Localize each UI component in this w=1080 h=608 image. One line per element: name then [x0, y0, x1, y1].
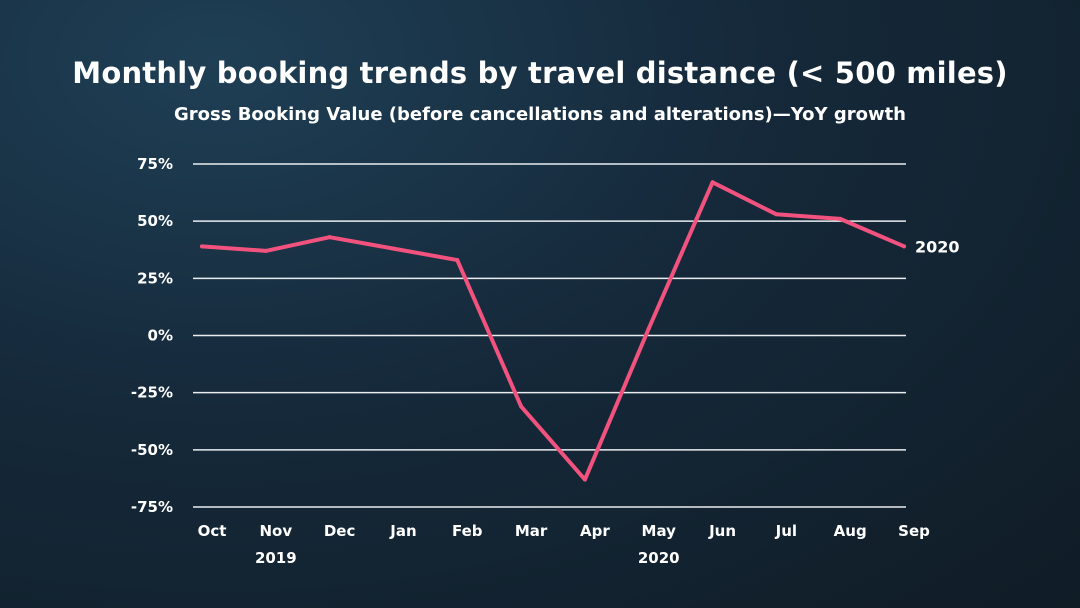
year-label: 2020	[638, 549, 680, 567]
series-line	[200, 180, 906, 482]
year-label: 2019	[255, 549, 297, 567]
chart-title: Monthly booking trends by travel distanc…	[72, 56, 1008, 90]
data-point	[582, 477, 587, 482]
x-tick-label: Jan	[389, 522, 416, 540]
data-point	[774, 212, 779, 217]
y-tick-label: -50%	[131, 441, 173, 459]
data-point	[519, 404, 524, 409]
x-tick-label: Jul	[775, 522, 797, 540]
data-point	[455, 258, 460, 263]
x-tick-label: Mar	[515, 522, 548, 540]
x-tick-label: Oct	[198, 522, 227, 540]
y-tick-label: 75%	[137, 155, 173, 173]
gridlines	[193, 163, 906, 508]
year-labels: 2019 2020	[255, 549, 680, 567]
data-point	[327, 235, 332, 240]
y-axis-ticks: 75% 50% 25% 0% -25% -50% -75%	[131, 155, 173, 516]
x-tick-label: Aug	[834, 522, 867, 540]
x-tick-label: Apr	[580, 522, 610, 540]
x-tick-label: Feb	[452, 522, 483, 540]
series-label: 2020	[915, 237, 960, 256]
data-point	[391, 246, 396, 251]
x-tick-label: Nov	[259, 522, 292, 540]
x-tick-label: May	[642, 522, 677, 540]
x-tick-label: Jun	[708, 522, 736, 540]
x-axis-ticks: Oct Nov Dec Jan Feb Mar Apr May Jun Jul Aug Sep	[198, 522, 931, 540]
data-point	[263, 248, 268, 253]
data-point	[200, 244, 204, 249]
y-tick-label: 25%	[137, 269, 173, 287]
x-tick-label: Dec	[324, 522, 356, 540]
data-point	[646, 326, 651, 331]
series-layer: 2020	[200, 180, 960, 482]
y-tick-label: 50%	[137, 212, 173, 230]
chart-subtitle: Gross Booking Value (before cancellation…	[173, 104, 906, 125]
data-point	[902, 244, 906, 249]
y-tick-label: -25%	[131, 384, 173, 402]
data-point	[838, 216, 843, 221]
x-tick-label: Sep	[898, 522, 930, 540]
y-tick-label: 0%	[148, 327, 173, 345]
data-point	[710, 180, 715, 185]
y-tick-label: -75%	[131, 498, 173, 516]
